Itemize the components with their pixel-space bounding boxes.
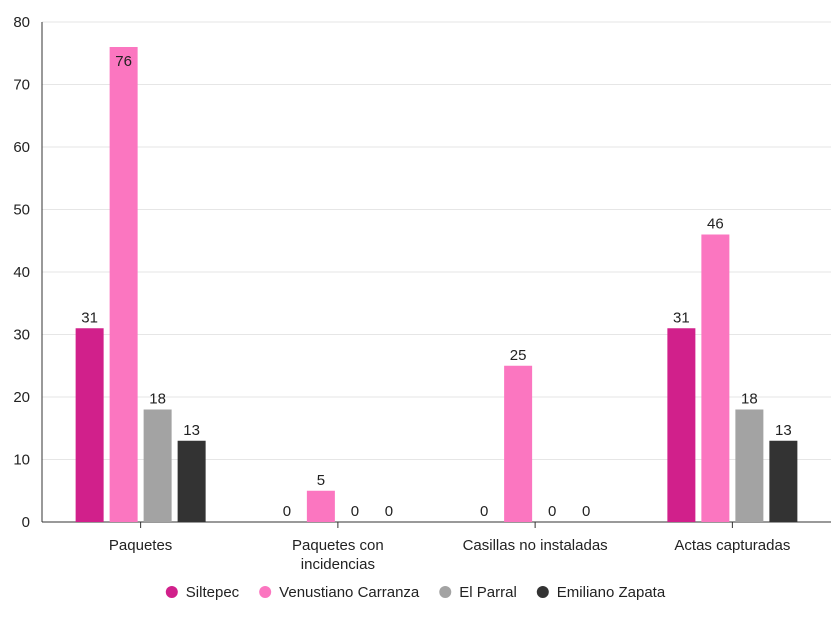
bar [769, 440, 798, 522]
data-label: 18 [149, 391, 166, 408]
data-label: 0 [480, 503, 488, 520]
legend-marker[interactable] [165, 586, 178, 598]
data-label: 76 [115, 53, 132, 70]
data-label: 0 [548, 503, 556, 520]
bar [504, 365, 533, 522]
y-tick-label: 0 [22, 514, 30, 531]
y-tick-label: 10 [13, 452, 30, 469]
data-label: 0 [582, 503, 590, 520]
bar [667, 328, 696, 522]
data-label: 46 [707, 216, 724, 233]
bar [177, 440, 206, 522]
legend-label[interactable]: Emiliano Zapata [557, 584, 666, 601]
data-label: 31 [81, 309, 98, 326]
legend-marker[interactable] [536, 586, 549, 598]
y-tick-label: 40 [13, 264, 30, 281]
x-category-label-line: Paquetes [109, 537, 172, 554]
legend-marker[interactable] [439, 586, 452, 598]
bar [75, 328, 104, 522]
data-label: 5 [317, 472, 325, 489]
x-category-label: Paquetes con incidencias [292, 537, 384, 573]
data-label: 13 [183, 422, 200, 439]
x-category-label: Actas capturadas [674, 537, 790, 554]
y-tick-label: 50 [13, 202, 30, 219]
bar [143, 409, 172, 522]
y-tick-label: 20 [13, 389, 30, 406]
data-label: 0 [351, 503, 359, 520]
data-label: 0 [385, 503, 393, 520]
x-category-label: Paquetes [109, 537, 172, 554]
data-label: 18 [741, 391, 758, 408]
legend-label[interactable]: Venustiano Carranza [279, 584, 420, 601]
bar [109, 47, 138, 522]
legend-marker[interactable] [259, 586, 272, 598]
data-label: 0 [283, 503, 291, 520]
x-category-label-line: Actas capturadas [674, 537, 790, 554]
x-category-label-line: Casillas no instaladas [463, 537, 608, 554]
bar [701, 234, 730, 522]
y-tick-label: 80 [13, 14, 30, 31]
y-tick-label: 60 [13, 139, 30, 156]
legend-label[interactable]: El Parral [459, 584, 517, 601]
x-category-label-line: incidencias [301, 556, 375, 573]
data-label: 13 [775, 422, 792, 439]
bar [306, 490, 335, 522]
data-label: 31 [673, 309, 690, 326]
bar [735, 409, 764, 522]
x-category-label-line: Paquetes con [292, 537, 384, 554]
y-tick-label: 30 [13, 327, 30, 344]
data-label: 25 [510, 347, 527, 364]
x-category-label: Casillas no instaladas [463, 537, 608, 554]
y-tick-label: 70 [13, 77, 30, 94]
legend-label[interactable]: Siltepec [186, 584, 240, 601]
